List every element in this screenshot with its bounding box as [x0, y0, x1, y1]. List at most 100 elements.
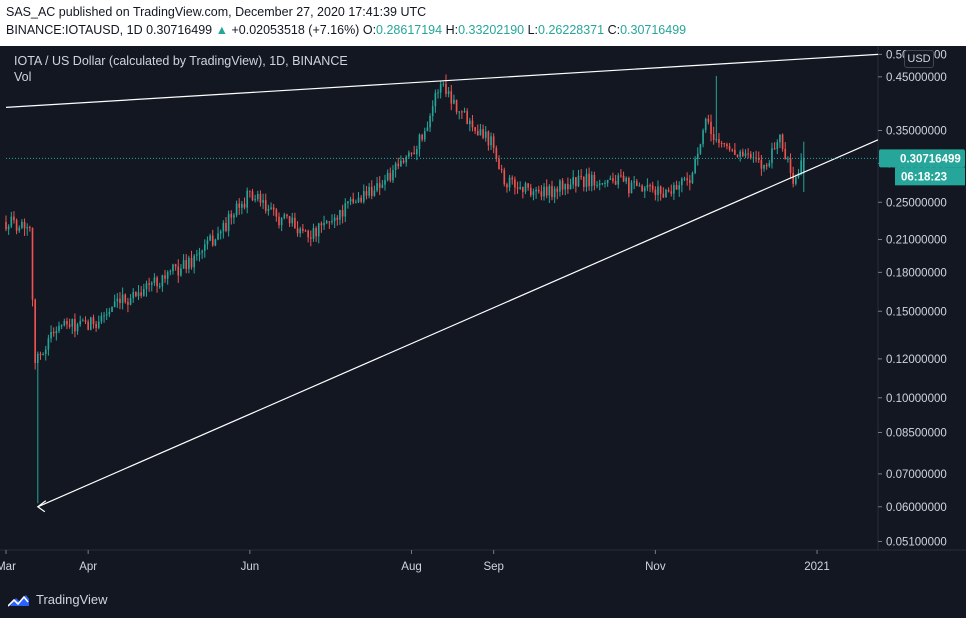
candle-body	[209, 235, 211, 241]
candle-body	[524, 183, 527, 192]
y-tick-label: 0.21000000	[886, 234, 947, 246]
candle-body	[604, 182, 606, 184]
candle-body	[317, 223, 320, 237]
candle-body	[447, 91, 450, 94]
x-tick-label: Aug	[401, 561, 421, 573]
candle-body	[158, 286, 161, 288]
candle-body	[26, 227, 29, 229]
candle-body	[614, 180, 617, 185]
candle-body	[561, 180, 564, 190]
candle-body	[415, 149, 418, 155]
candle-body	[52, 331, 55, 334]
candle-body	[742, 151, 744, 156]
candle-body	[681, 178, 683, 186]
price-change: +0.02053518 (+7.16%)	[231, 23, 360, 37]
candle-body	[156, 277, 158, 287]
candle-body	[140, 292, 142, 296]
candle-body	[646, 185, 649, 188]
candle-body	[773, 148, 776, 150]
candle-body	[551, 186, 553, 198]
candle-body	[784, 148, 787, 160]
candle-body	[182, 260, 185, 269]
open-value: 0.28617194	[376, 23, 443, 37]
candle-body	[357, 197, 360, 203]
candle-body	[514, 179, 516, 188]
candle-body	[97, 321, 100, 328]
candle-body	[617, 175, 620, 185]
candle-body	[325, 221, 328, 224]
chart-area[interactable]: 0.500000000.450000000.350000000.30000000…	[0, 46, 966, 582]
candle-body	[254, 199, 256, 201]
currency-button[interactable]: USD	[904, 50, 934, 68]
candle-body	[376, 183, 378, 191]
candle-body	[601, 183, 604, 185]
y-tick-label: 0.35000000	[886, 125, 947, 137]
candle-body	[15, 220, 18, 231]
candle-body	[588, 173, 590, 187]
candle-body	[781, 134, 784, 149]
y-tick-label: 0.10000000	[886, 393, 947, 405]
candle-body	[763, 164, 765, 169]
candle-body	[211, 235, 214, 246]
candle-body	[92, 317, 95, 325]
candle-body	[286, 214, 288, 217]
candle-body	[378, 183, 381, 188]
tradingview-logo[interactable]: TradingView	[8, 592, 108, 607]
candle-body	[437, 92, 439, 94]
candle-body	[625, 177, 628, 182]
candle-body	[723, 143, 726, 145]
candle-body	[688, 180, 691, 183]
candle-body	[365, 191, 368, 196]
candle-body	[498, 158, 500, 170]
x-tick-label: Sep	[483, 561, 503, 573]
candle-body	[635, 181, 638, 187]
candle-body	[34, 299, 36, 364]
y-tick-label: 0.18000000	[886, 267, 947, 279]
candle-body	[776, 142, 779, 149]
candle-body	[21, 221, 23, 228]
candle-body	[421, 134, 423, 140]
candle-body	[333, 217, 336, 222]
candle-body	[291, 217, 294, 224]
volume-legend[interactable]: Vol	[14, 70, 32, 84]
candle-body	[466, 111, 469, 125]
candle-body	[659, 186, 662, 194]
candle-body	[585, 173, 588, 187]
candle-body	[164, 275, 166, 279]
candle-body	[731, 149, 734, 151]
candle-body	[413, 152, 415, 155]
ohlc-line: BINANCE:IOTAUSD, 1D 0.30716499 ▲ +0.0205…	[6, 23, 686, 37]
candle-body	[95, 324, 97, 328]
candle-body	[180, 268, 182, 276]
candle-body	[516, 187, 519, 189]
candle-body	[13, 216, 15, 221]
candle-body	[275, 209, 278, 217]
candle-body	[148, 283, 150, 285]
candle-body	[238, 203, 241, 208]
candle-body	[201, 250, 203, 253]
price-chart[interactable]: 0.500000000.450000000.350000000.30000000…	[0, 46, 966, 582]
candle-body	[68, 324, 71, 327]
candle-body	[243, 203, 246, 208]
candle-body	[302, 228, 304, 231]
tradingview-cloud-icon	[8, 594, 29, 607]
candle-body	[177, 266, 180, 276]
candle-body	[476, 130, 479, 136]
candle-body	[58, 325, 60, 331]
candle-body	[787, 158, 789, 160]
candle-body	[278, 216, 280, 226]
chart-header: SAS_AC published on TradingView.com, Dec…	[0, 0, 966, 46]
candle-body	[426, 127, 429, 132]
candle-body	[747, 153, 749, 155]
candle-body	[649, 185, 651, 187]
candle-body	[105, 314, 108, 316]
candle-body	[768, 162, 771, 167]
candle-body	[598, 183, 601, 185]
candle-body	[362, 191, 365, 202]
y-tick-label: 0.15000000	[886, 306, 947, 318]
candle-body	[135, 291, 137, 297]
candle-body	[506, 184, 508, 188]
candle-body	[42, 354, 44, 356]
candle-body	[429, 116, 431, 128]
y-tick-label: 0.08500000	[886, 427, 947, 439]
